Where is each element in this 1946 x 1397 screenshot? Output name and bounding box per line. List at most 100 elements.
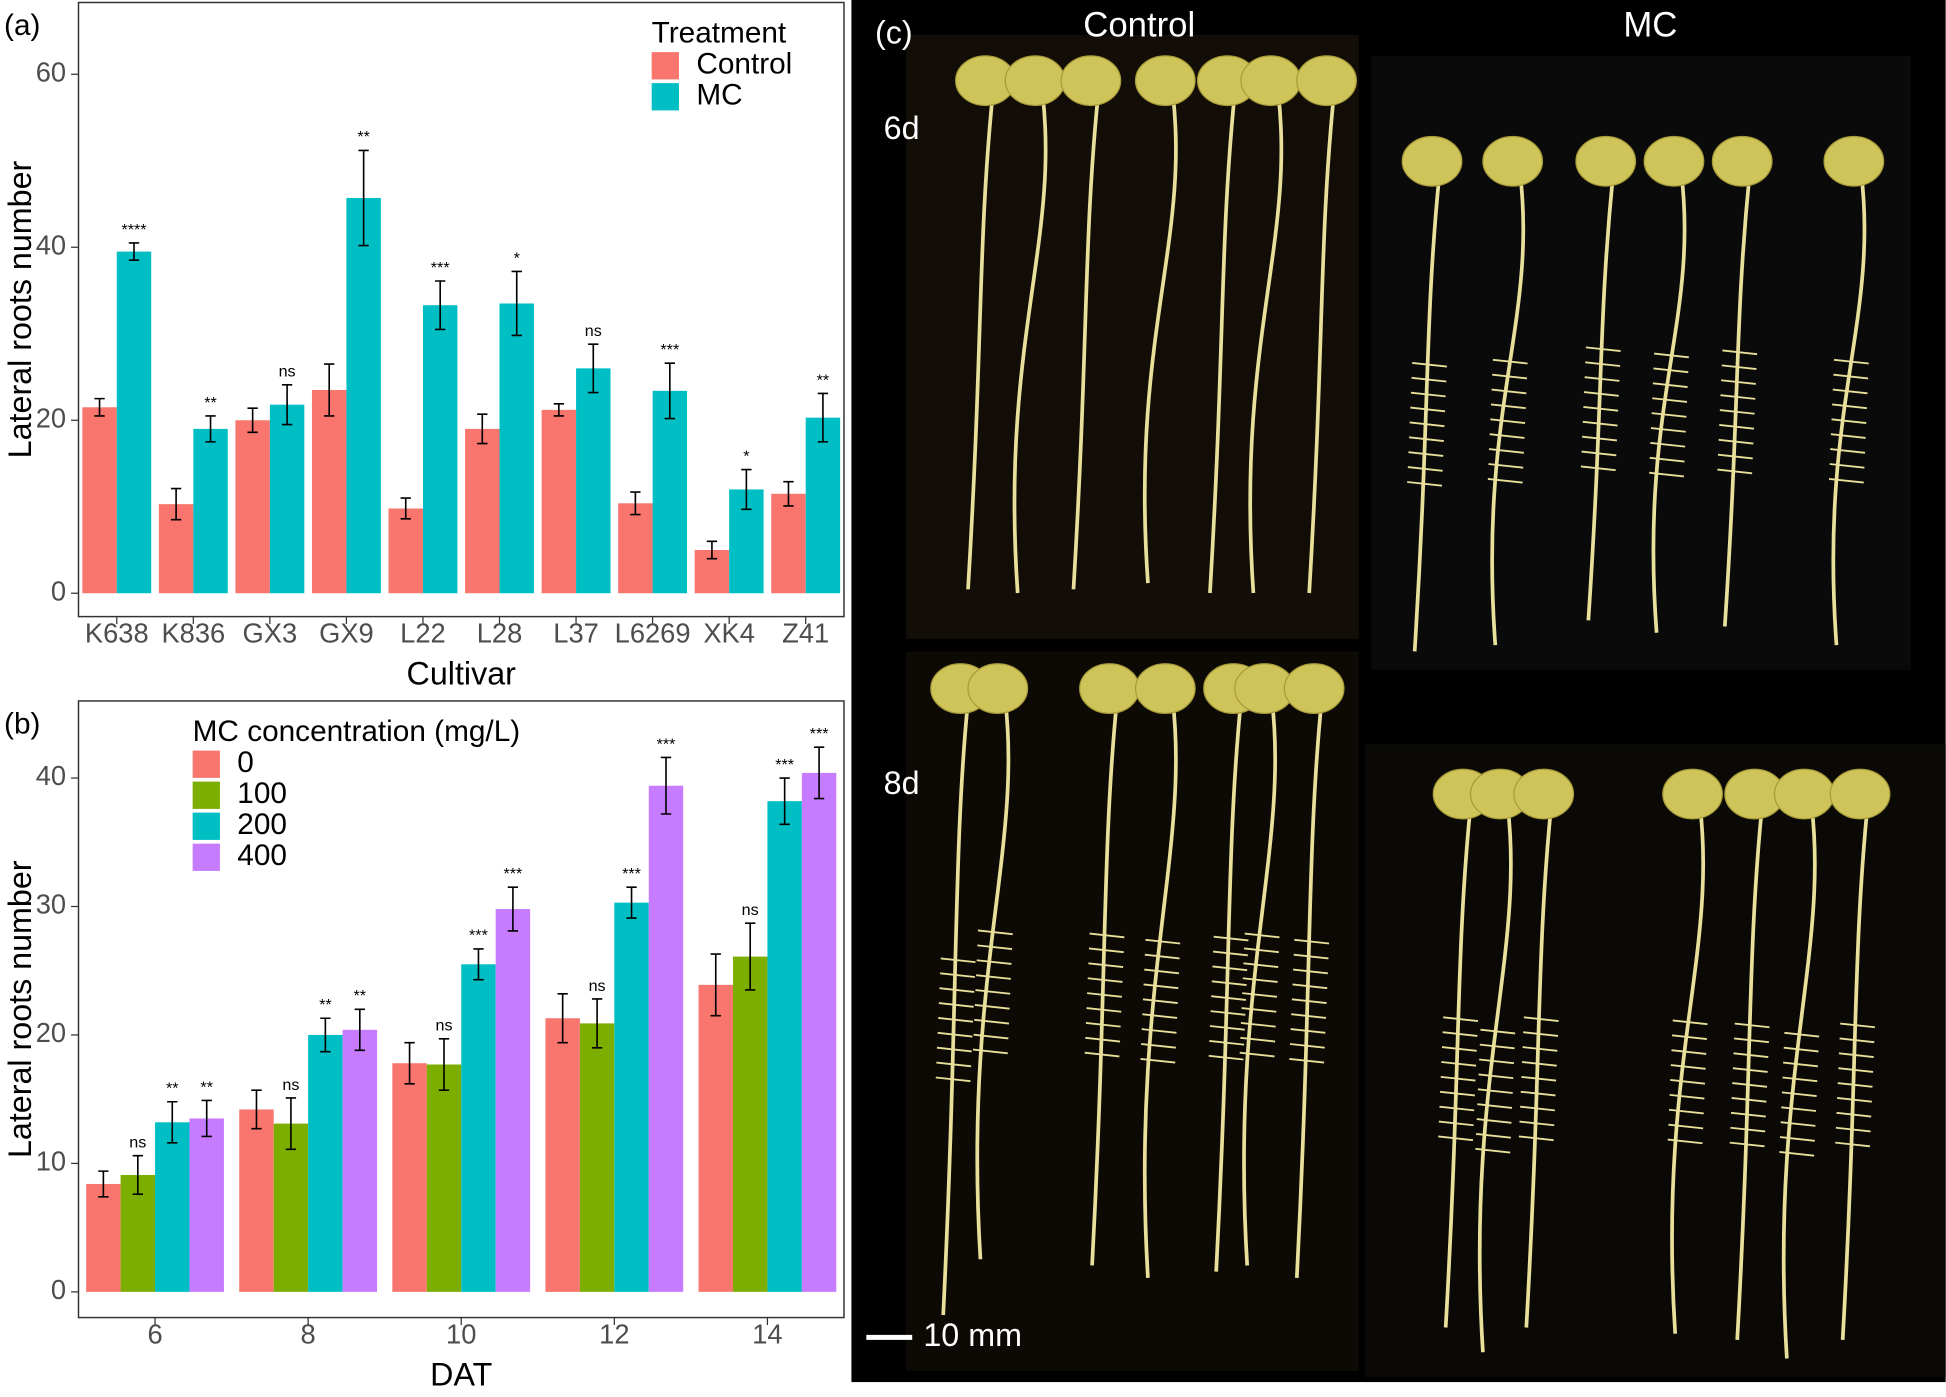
lateral-root — [1475, 1147, 1511, 1154]
lateral-root — [974, 1018, 1010, 1025]
significance-label: ** — [817, 371, 830, 389]
lateral-root — [1289, 1043, 1325, 1049]
bar — [422, 305, 458, 594]
error-bar — [94, 397, 105, 417]
error-bar — [741, 468, 752, 511]
legend-title: Treatment — [652, 17, 787, 50]
lateral-root — [1719, 409, 1755, 415]
bar — [342, 1029, 378, 1292]
legend-label: 100 — [237, 777, 287, 810]
lateral-root — [1480, 1028, 1516, 1035]
row-label: 8d — [884, 765, 920, 801]
lateral-root — [1210, 1010, 1246, 1016]
lateral-root — [1140, 1057, 1176, 1064]
x-tick-label: L28 — [477, 617, 523, 648]
bar — [308, 1034, 343, 1292]
lateral-root — [1718, 438, 1754, 445]
lateral-root — [1242, 977, 1278, 983]
cotyledon — [967, 663, 1029, 714]
lateral-root — [1837, 1097, 1872, 1103]
lateral-root — [1440, 1075, 1476, 1082]
photo — [906, 651, 1359, 1371]
significance-label: *** — [810, 725, 830, 743]
lateral-root — [1719, 423, 1755, 430]
x-axis-title: Cultivar — [407, 656, 517, 692]
lateral-root — [1779, 1136, 1815, 1142]
y-tick-label: 20 — [36, 1017, 66, 1048]
bar — [235, 420, 270, 594]
lateral-root — [1085, 1021, 1121, 1028]
lateral-root — [1670, 1064, 1706, 1070]
lateral-root — [1412, 361, 1448, 368]
lateral-root — [1732, 1082, 1768, 1088]
error-bar — [167, 1100, 178, 1144]
lateral-root — [1780, 1121, 1816, 1127]
lateral-root — [1783, 1046, 1819, 1053]
lateral-root — [1779, 1151, 1815, 1157]
legend-swatch — [192, 781, 220, 809]
bar — [732, 956, 768, 1292]
bar — [346, 197, 381, 594]
significance-label: ** — [357, 128, 370, 146]
legend-label: MC — [696, 79, 742, 112]
bar — [614, 902, 649, 1292]
significance-label: ns — [742, 901, 759, 919]
x-tick-label: 14 — [752, 1318, 782, 1349]
error-bar — [706, 540, 718, 560]
lateral-root — [1732, 1067, 1768, 1073]
cotyledon — [1823, 135, 1885, 187]
lateral-root — [1489, 433, 1525, 439]
lateral-root — [935, 1076, 971, 1083]
lateral-root — [1291, 1013, 1327, 1019]
x-axis-title: DAT — [430, 1357, 492, 1392]
cotyledon — [1513, 768, 1575, 820]
root — [1214, 700, 1243, 1272]
scale-bar-label: 10 mm — [923, 1317, 1022, 1353]
lateral-root — [973, 1033, 1009, 1040]
x-tick-label: K638 — [85, 617, 149, 648]
lateral-root — [1209, 1025, 1245, 1031]
lateral-root — [1721, 364, 1757, 371]
lateral-root — [1212, 950, 1248, 957]
lateral-root — [1580, 465, 1616, 472]
lateral-root — [1145, 938, 1181, 945]
significance-label: ns — [589, 977, 606, 995]
bar — [273, 1123, 309, 1292]
lateral-root — [1441, 1061, 1477, 1067]
root — [1142, 92, 1178, 584]
y-tick-label: 60 — [36, 56, 66, 87]
x-tick-label: L37 — [553, 617, 599, 648]
root — [1840, 806, 1870, 1340]
root — [1586, 173, 1616, 621]
error-bar — [205, 415, 216, 443]
lateral-root — [1408, 436, 1444, 442]
significance-label: ** — [319, 996, 332, 1014]
lateral-root — [1289, 1057, 1325, 1064]
error-bar — [201, 1099, 212, 1138]
error-bar — [320, 1017, 331, 1053]
bar — [495, 909, 531, 1292]
lateral-root — [1731, 1097, 1767, 1103]
lateral-root — [1672, 1034, 1707, 1040]
error-bar — [400, 497, 411, 520]
lateral-root — [1441, 1046, 1477, 1052]
x-tick-label: L22 — [400, 617, 446, 648]
lateral-root — [1649, 456, 1685, 463]
error-bar — [557, 993, 568, 1044]
lateral-root — [1243, 962, 1279, 969]
lateral-root — [1086, 1007, 1122, 1013]
x-tick-label: K836 — [161, 617, 225, 648]
lateral-root — [1290, 1028, 1326, 1034]
bar — [311, 389, 347, 594]
lateral-root — [1443, 1016, 1479, 1022]
lateral-root — [1408, 451, 1444, 457]
significance-label: *** — [503, 865, 523, 883]
root — [1477, 806, 1513, 1353]
bar — [388, 508, 423, 594]
cotyledon — [1773, 768, 1835, 820]
lateral-root — [1720, 394, 1756, 400]
lateral-root — [1478, 1073, 1514, 1080]
lateral-root — [1291, 998, 1327, 1004]
lateral-root — [940, 972, 975, 978]
legend-label: 400 — [237, 839, 287, 872]
